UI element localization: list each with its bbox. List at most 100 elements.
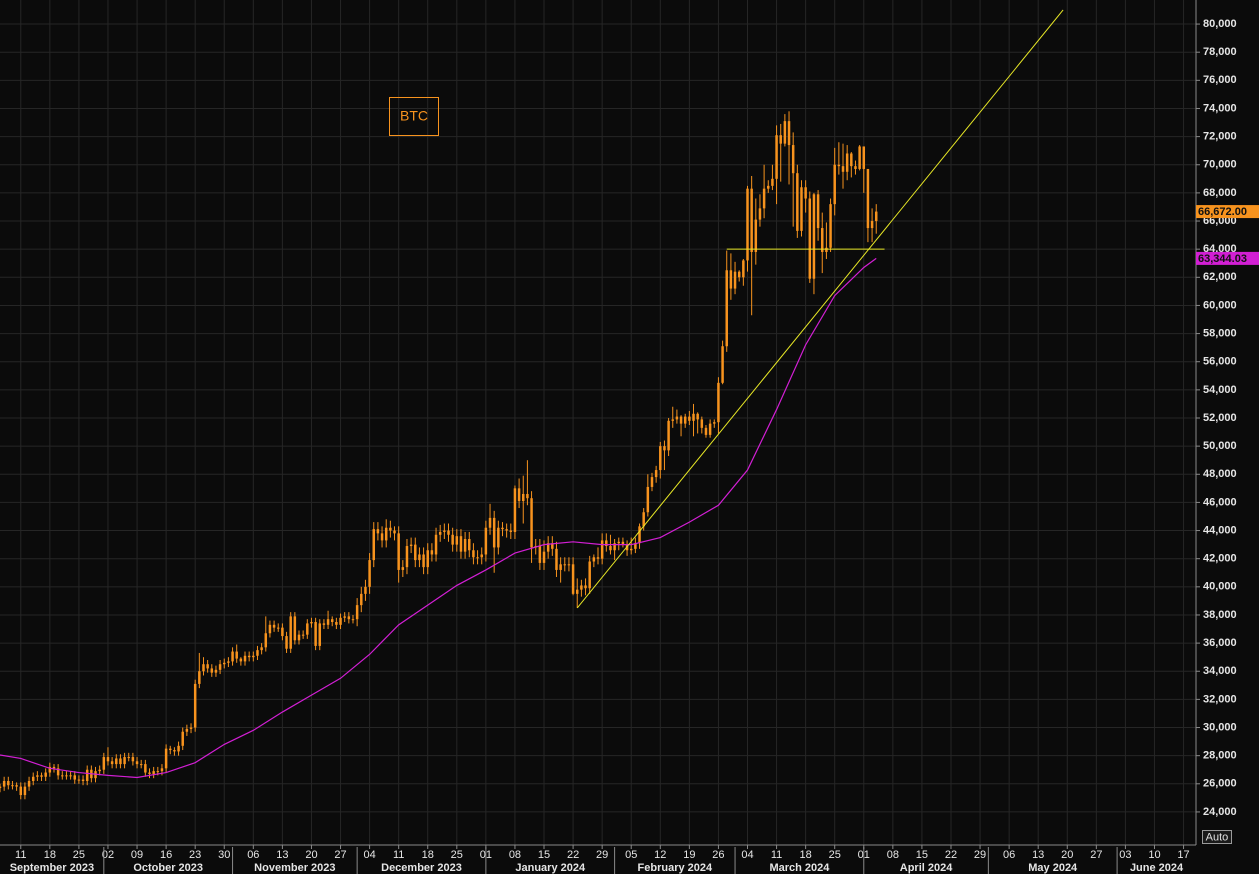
candle-body xyxy=(455,536,459,545)
candle-body xyxy=(343,616,346,618)
candle-body xyxy=(600,540,604,559)
candle-body xyxy=(804,187,807,199)
candle-body xyxy=(85,769,89,781)
candle-body xyxy=(850,153,853,167)
y-tick-label: 44,000 xyxy=(1203,524,1237,536)
candle-body xyxy=(231,651,234,662)
candle-body xyxy=(575,589,579,594)
x-tick-label: 09 xyxy=(131,849,143,861)
month-label: January 2024 xyxy=(515,862,586,874)
candle-body xyxy=(663,446,666,451)
candle-body xyxy=(430,550,434,555)
candle-body xyxy=(243,655,247,662)
y-tick-label: 60,000 xyxy=(1203,299,1237,311)
auto-button[interactable] xyxy=(1202,830,1232,844)
candle-body xyxy=(667,420,670,451)
candle-body xyxy=(164,748,168,769)
candle-body xyxy=(169,748,172,751)
y-tick-label: 52,000 xyxy=(1203,412,1237,424)
candle-body xyxy=(48,766,52,773)
x-tick-label: 17 xyxy=(1177,849,1189,861)
x-tick-label: 19 xyxy=(683,849,695,861)
y-tick-label: 32,000 xyxy=(1203,693,1237,705)
candle-body xyxy=(700,419,704,428)
x-tick-label: 18 xyxy=(44,849,56,861)
candle-body xyxy=(44,772,47,777)
candle-body xyxy=(256,650,259,656)
candle-body xyxy=(310,622,313,624)
candle-body xyxy=(15,785,18,787)
candle-body xyxy=(825,247,828,252)
candle-body xyxy=(791,145,795,174)
candle-body xyxy=(559,564,562,570)
trend-line xyxy=(576,9,1064,609)
y-tick-label: 76,000 xyxy=(1203,74,1237,86)
candle-body xyxy=(625,544,629,551)
candle-body xyxy=(617,541,621,544)
y-tick-label: 80,000 xyxy=(1203,18,1237,30)
candle-body xyxy=(688,416,691,421)
candle-body xyxy=(77,779,81,781)
month-label: June 2024 xyxy=(1130,862,1184,874)
x-tick-label: 13 xyxy=(1032,849,1044,861)
x-tick-label: 10 xyxy=(1148,849,1160,861)
candle-body xyxy=(418,554,421,561)
candle-body xyxy=(513,488,517,532)
candle-body xyxy=(252,655,255,658)
plot-area xyxy=(0,9,1064,800)
candle-body xyxy=(177,745,180,752)
candle-body xyxy=(0,786,2,789)
candle-body xyxy=(854,166,857,169)
candle-body xyxy=(683,416,687,424)
candle-body xyxy=(596,557,600,559)
candle-body xyxy=(193,683,197,728)
x-tick-label: 25 xyxy=(451,849,463,861)
x-tick-label: 02 xyxy=(102,849,114,861)
y-tick-label: 38,000 xyxy=(1203,609,1237,621)
y-tick-label: 40,000 xyxy=(1203,581,1237,593)
candle-body xyxy=(198,671,201,684)
candle-body xyxy=(426,550,429,568)
candle-body xyxy=(530,498,533,548)
candle-body xyxy=(31,776,35,781)
candle-body xyxy=(584,585,587,589)
candle-body xyxy=(135,761,139,765)
candle-body xyxy=(621,541,625,545)
candle-body xyxy=(384,527,388,541)
candle-body xyxy=(517,488,521,502)
candle-body xyxy=(538,546,542,563)
candle-body xyxy=(443,530,446,532)
candle-body xyxy=(98,769,101,772)
candle-body xyxy=(492,517,496,548)
candle-body xyxy=(102,757,106,770)
candle-body xyxy=(754,219,758,252)
y-tick-label: 78,000 xyxy=(1203,46,1237,58)
candle-body xyxy=(81,779,85,781)
candle-body xyxy=(567,564,571,566)
candle-body xyxy=(771,178,774,186)
candle-body xyxy=(746,188,749,261)
y-tick-label: 74,000 xyxy=(1203,102,1237,114)
candle-body xyxy=(393,530,396,534)
candle-body xyxy=(27,780,31,787)
candle-body xyxy=(281,627,284,637)
candle-body xyxy=(833,164,836,205)
price-tag xyxy=(1196,251,1259,265)
candle-body xyxy=(733,271,737,289)
candle-body xyxy=(874,211,878,222)
candle-body xyxy=(144,764,147,773)
candle-body xyxy=(592,557,596,562)
candle-body xyxy=(729,270,733,289)
auto-button-label[interactable]: Auto xyxy=(1206,831,1229,843)
candle-body xyxy=(239,658,243,662)
candle-body xyxy=(447,530,450,535)
candle-body xyxy=(202,664,205,672)
y-tick-label: 50,000 xyxy=(1203,440,1237,452)
candle-body xyxy=(127,757,130,759)
candle-body xyxy=(123,757,126,765)
candle-body xyxy=(372,529,375,561)
candle-body xyxy=(11,785,14,787)
candle-body xyxy=(110,761,114,765)
candle-body xyxy=(339,617,342,625)
candle-body xyxy=(210,668,214,673)
